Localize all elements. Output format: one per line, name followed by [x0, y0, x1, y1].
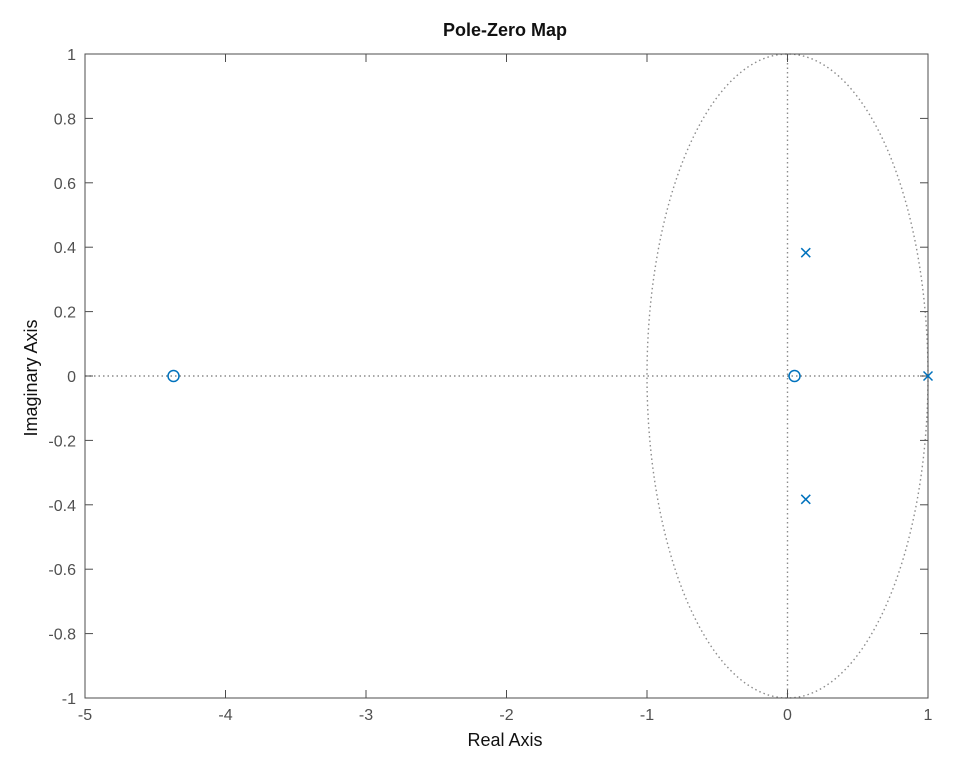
- x-tick-label: -1: [640, 707, 654, 724]
- x-axis-label: Real Axis: [467, 730, 542, 750]
- y-tick-label: 0.2: [54, 305, 76, 322]
- x-tick-label: 0: [783, 707, 792, 724]
- x-tick-label: 1: [924, 707, 933, 724]
- x-tick-label: -4: [218, 707, 232, 724]
- y-tick-label: 0: [67, 369, 76, 386]
- plot-area: -5 -4 -3 -2 -1 0 1 1 0.8 0.6 0.4 0.2 0 -0.2 -0.4 -0.6 -0…: [48, 47, 934, 724]
- y-tick-label: -0.2: [48, 433, 76, 450]
- y-tick-label: -1: [62, 691, 76, 708]
- zero-marker: [167, 369, 180, 383]
- pole-marker: [800, 494, 811, 505]
- chart-title: Pole-Zero Map: [443, 20, 567, 40]
- y-axis-label: Imaginary Axis: [21, 319, 41, 436]
- zero-marker: [788, 369, 801, 383]
- pole-marker: [800, 247, 811, 258]
- x-tick-label: -2: [499, 707, 513, 724]
- y-tick-label: -0.4: [48, 498, 76, 515]
- y-tick-label: 0.4: [54, 240, 76, 257]
- y-tick-label: -0.8: [48, 627, 76, 644]
- x-tick-label: -3: [359, 707, 373, 724]
- pole-marker: [922, 370, 934, 382]
- y-tick-label: 0.6: [54, 176, 76, 193]
- y-tick-label: 1: [67, 47, 76, 64]
- y-tick-label: 0.8: [54, 111, 76, 128]
- y-tick-label: -0.6: [48, 562, 76, 579]
- x-tick-label: -5: [78, 707, 92, 724]
